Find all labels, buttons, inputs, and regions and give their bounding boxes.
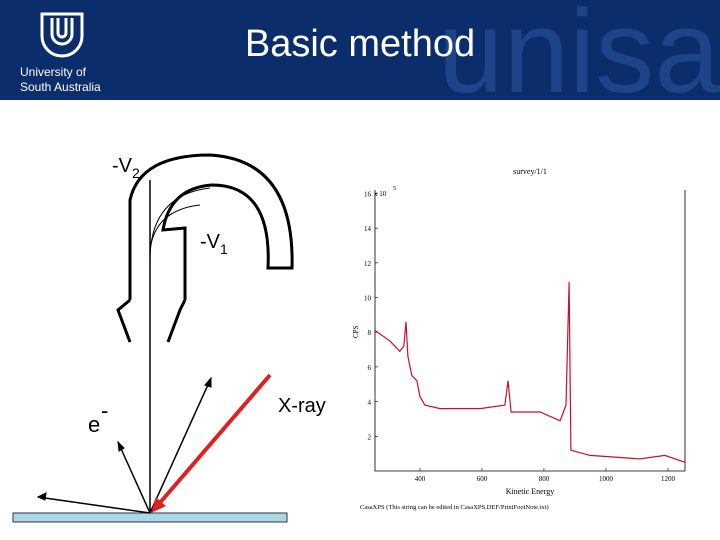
x-tick-label: 400 <box>415 475 426 483</box>
y-tick-label: 6 <box>368 364 372 372</box>
sample <box>12 512 288 523</box>
slide-title: Basic method <box>245 23 475 65</box>
electron-arrow <box>149 377 212 514</box>
electron-sup: - <box>101 398 108 423</box>
footnote: CasaXPS (This string can be edited in Ca… <box>360 504 549 511</box>
xray-beam <box>156 373 272 507</box>
y-tick-label: 12 <box>364 260 372 268</box>
plot-frame <box>374 190 686 472</box>
university-line: University of <box>20 65 87 79</box>
voltage-label: -V <box>112 155 133 177</box>
voltage-label: -V <box>200 231 221 253</box>
x-axis-label: Kinetic Energy <box>506 487 555 496</box>
spectrum-line <box>374 281 686 463</box>
voltage-label: -V1 <box>200 231 228 257</box>
x-tick-label: 1200 <box>661 475 676 483</box>
header-band <box>0 0 720 100</box>
analyzer-diagram <box>12 153 294 523</box>
hemisphere <box>128 153 294 300</box>
y-tick-label: 10 <box>364 295 372 303</box>
y-tick-label: 4 <box>368 399 372 407</box>
voltage-label: -V2 <box>112 155 140 181</box>
subscript: 1 <box>220 241 228 257</box>
subscript: 2 <box>132 165 140 181</box>
x-tick-label: 1000 <box>599 475 614 483</box>
y-axis-label: CPS <box>352 325 360 338</box>
xray-label: X-ray <box>278 395 326 417</box>
y-tick-label: 16 <box>364 190 372 198</box>
arrow-head <box>117 440 125 452</box>
logo <box>40 12 84 58</box>
y-exponent: 5 <box>393 186 396 192</box>
y-tick-label: 14 <box>364 225 372 233</box>
electron-arrow <box>117 441 151 514</box>
arrow-head <box>151 497 166 513</box>
y-tick-label: 2 <box>368 433 372 441</box>
x-tick-label: 800 <box>539 475 550 483</box>
y-multiplier: x 10 <box>374 190 387 198</box>
electron-label: e <box>88 412 100 437</box>
spectrum-title: survey/1/1 <box>513 167 547 176</box>
arrow-head <box>204 376 212 388</box>
x-tick-label: 600 <box>477 475 488 483</box>
watermark: unisa <box>438 0 720 118</box>
electron-arrow <box>37 496 151 514</box>
y-tick-label: 8 <box>368 329 372 337</box>
lens <box>166 299 187 343</box>
university-line: South Australia <box>20 80 101 94</box>
arrow-head <box>36 492 47 501</box>
lens <box>116 298 132 343</box>
